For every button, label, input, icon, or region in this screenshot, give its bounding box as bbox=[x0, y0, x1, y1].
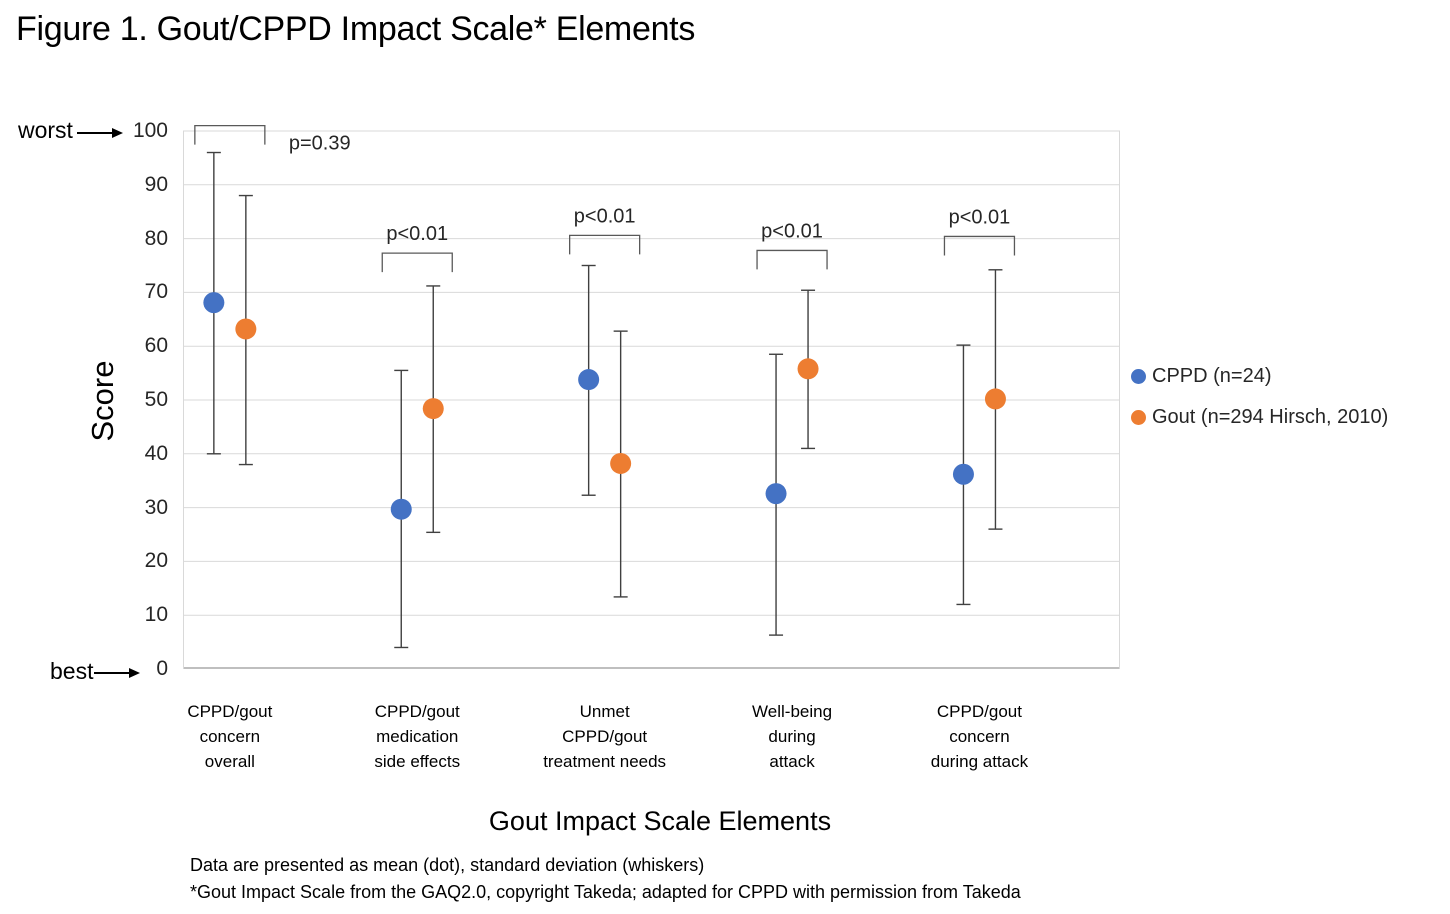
x-category-label: CPPD/gout concern overall bbox=[187, 702, 273, 771]
p-value-label: p<0.01 bbox=[574, 205, 636, 227]
x-axis-title: Gout Impact Scale Elements bbox=[488, 806, 832, 836]
p-value-label: p<0.01 bbox=[949, 206, 1011, 228]
mean-dot bbox=[235, 318, 257, 340]
worst-label: worst bbox=[18, 117, 73, 143]
significance-bracket bbox=[943, 235, 1016, 256]
x-category-label: Unmet CPPD/gout treatment needs bbox=[543, 702, 667, 771]
footnote-copyright: *Gout Impact Scale from the GAQ2.0, copy… bbox=[190, 882, 1021, 902]
mean-dot bbox=[610, 452, 632, 474]
footnotes: Data are presented as mean (dot), standa… bbox=[190, 852, 1021, 906]
plot-area: p=0.39 p<0.01 p<0.01 p<0.01 p<0.01 bbox=[183, 124, 1120, 669]
y-tick-label: 40 bbox=[144, 441, 168, 465]
p-value-label: p<0.01 bbox=[386, 223, 448, 245]
y-tick-label: 90 bbox=[144, 172, 168, 196]
legend-item: Gout (n=294 Hirsch, 2010) bbox=[1131, 403, 1388, 431]
significance-bracket bbox=[194, 124, 266, 145]
mean-dot bbox=[422, 398, 444, 420]
legend-marker-icon bbox=[1131, 368, 1146, 384]
best-arrow-icon bbox=[94, 667, 140, 678]
figure-title: Figure 1. Gout/CPPD Impact Scale* Elemen… bbox=[16, 10, 696, 48]
legend-label: Gout (n=294 Hirsch, 2010) bbox=[1152, 405, 1389, 428]
mean-dot bbox=[952, 463, 974, 485]
x-category-label: CPPD/gout concern during attack bbox=[930, 702, 1029, 771]
x-category-label: Well-being during attack bbox=[752, 702, 833, 771]
mean-dot bbox=[203, 292, 225, 314]
legend-item: CPPD (n=24) bbox=[1131, 362, 1388, 390]
significance-bracket bbox=[569, 234, 641, 255]
mean-dot bbox=[765, 483, 787, 505]
p-value-label: p<0.01 bbox=[761, 220, 823, 242]
worst-arrow-icon bbox=[77, 127, 123, 138]
significance-bracket bbox=[381, 252, 453, 273]
y-tick-label: 50 bbox=[144, 388, 168, 411]
significance-bracket bbox=[756, 249, 828, 270]
legend: CPPD (n=24) Gout (n=294 Hirsch, 2010) bbox=[1131, 362, 1388, 444]
mean-dot bbox=[797, 358, 819, 380]
y-tick-label: 30 bbox=[144, 495, 168, 519]
x-category-label: CPPD/gout medication side effects bbox=[374, 702, 461, 771]
mean-dot bbox=[984, 388, 1006, 410]
p-value-label: p=0.39 bbox=[289, 133, 351, 155]
legend-label: CPPD (n=24) bbox=[1152, 364, 1272, 387]
y-tick-label: 70 bbox=[144, 280, 168, 304]
y-tick-label: 80 bbox=[144, 226, 168, 250]
y-tick-label: 10 bbox=[144, 603, 168, 627]
y-tick-label: 0 bbox=[156, 657, 168, 680]
mean-dot bbox=[578, 369, 600, 391]
y-tick-label: 100 bbox=[132, 119, 168, 142]
y-tick-label: 20 bbox=[144, 549, 168, 573]
footnote-data-presentation: Data are presented as mean (dot), standa… bbox=[190, 855, 705, 875]
legend-marker-icon bbox=[1131, 409, 1146, 425]
mean-dot bbox=[390, 498, 412, 520]
best-label: best bbox=[50, 658, 94, 684]
y-tick-label: 60 bbox=[144, 334, 168, 358]
